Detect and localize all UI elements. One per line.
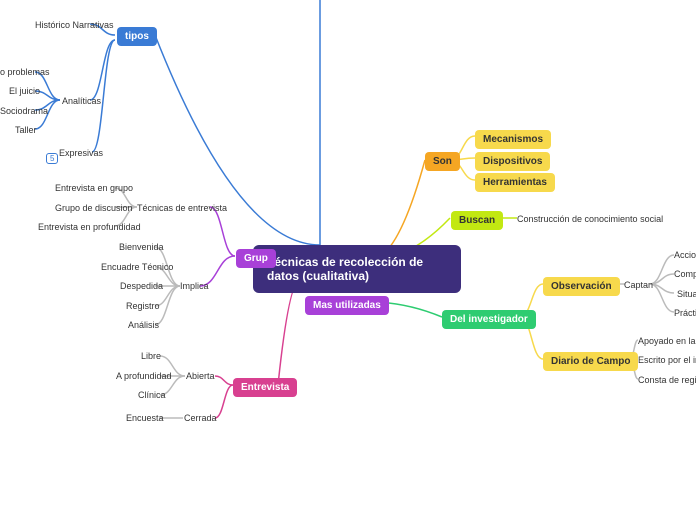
leaf-analiticas[interactable]: Analíticas: [62, 96, 101, 106]
leaf-compo[interactable]: Compo: [674, 269, 696, 279]
node-herramientas[interactable]: Herramientas: [475, 173, 555, 192]
node-grupo[interactable]: Grup: [236, 249, 276, 268]
leaf-construccion[interactable]: Construcción de conocimiento social: [517, 214, 663, 224]
node-entrevista[interactable]: Entrevista: [233, 378, 297, 397]
leaf-apoyado[interactable]: Apoyado en la obser: [638, 336, 696, 346]
leaf-escrito[interactable]: Escrito por el investi: [638, 355, 696, 365]
node-dispositivos[interactable]: Dispositivos: [475, 152, 550, 171]
leaf-clinica[interactable]: Clínica: [138, 390, 166, 400]
leaf-captan[interactable]: Captan: [624, 280, 653, 290]
leaf-accione[interactable]: Accione: [674, 250, 696, 260]
leaf-bienvenida[interactable]: Bienvenida: [119, 242, 164, 252]
leaf-grupodisc[interactable]: Grupo de discusion: [55, 203, 133, 213]
leaf-historico[interactable]: Histórico Narrativas: [35, 20, 114, 30]
node-delinv[interactable]: Del investigador: [442, 310, 536, 329]
leaf-expresivas[interactable]: Expresivas: [59, 148, 103, 158]
node-diario[interactable]: Diario de Campo: [543, 352, 638, 371]
leaf-implica[interactable]: Implica: [180, 281, 209, 291]
node-buscan[interactable]: Buscan: [451, 211, 503, 230]
node-son[interactable]: Son: [425, 152, 460, 171]
leaf-despedida[interactable]: Despedida: [120, 281, 163, 291]
leaf-badge5[interactable]: 5: [46, 153, 58, 164]
leaf-encuadre[interactable]: Encuadre Técnico: [101, 262, 173, 272]
node-mecanismos[interactable]: Mecanismos: [475, 130, 551, 149]
leaf-sociodrama[interactable]: Sociodrama: [0, 106, 48, 116]
node-tipos[interactable]: tipos: [117, 27, 157, 46]
leaf-analisis[interactable]: Análisis: [128, 320, 159, 330]
leaf-practica[interactable]: Práctica: [674, 308, 696, 318]
node-observacion[interactable]: Observación: [543, 277, 620, 296]
leaf-problemas[interactable]: o problemas: [0, 67, 50, 77]
leaf-situa[interactable]: Situa: [677, 289, 696, 299]
leaf-abierta[interactable]: Abierta: [186, 371, 215, 381]
leaf-juicio[interactable]: El juicio: [9, 86, 40, 96]
leaf-encuesta[interactable]: Encuesta: [126, 413, 164, 423]
leaf-entprof[interactable]: Entrevista en profundidad: [38, 222, 141, 232]
leaf-registro[interactable]: Registro: [126, 301, 160, 311]
leaf-aprofund[interactable]: A profundidad: [116, 371, 172, 381]
leaf-libre[interactable]: Libre: [141, 351, 161, 361]
node-masutil[interactable]: Mas utilizadas: [305, 296, 389, 315]
leaf-consta[interactable]: Consta de registro: [638, 375, 696, 385]
leaf-taller[interactable]: Taller: [15, 125, 37, 135]
leaf-tecent[interactable]: Técnicas de entrevista: [137, 203, 227, 213]
root-node[interactable]: Técnicas de recolección de datos (cualit…: [253, 245, 461, 293]
leaf-cerrada[interactable]: Cerrada: [184, 413, 217, 423]
leaf-entgrupo[interactable]: Entrevista en grupo: [55, 183, 133, 193]
